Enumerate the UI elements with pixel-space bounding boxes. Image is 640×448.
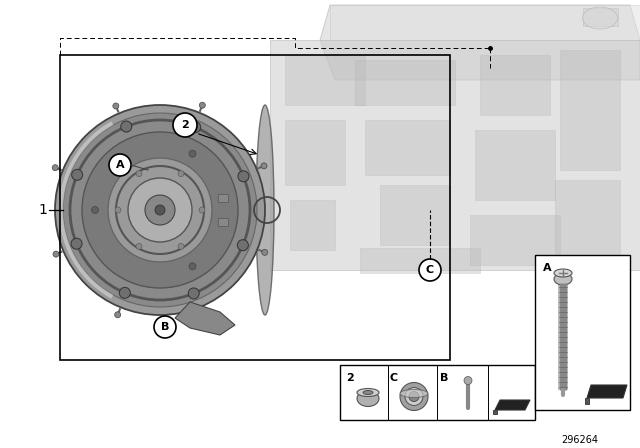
Polygon shape: [493, 410, 497, 414]
Ellipse shape: [256, 105, 274, 315]
Circle shape: [173, 113, 197, 137]
Circle shape: [136, 171, 142, 177]
Circle shape: [201, 311, 207, 317]
Circle shape: [108, 158, 212, 262]
Polygon shape: [495, 400, 530, 410]
Circle shape: [115, 207, 121, 213]
Circle shape: [464, 376, 472, 384]
Bar: [290, 200, 335, 250]
Text: A: A: [116, 160, 124, 170]
Bar: [380, 185, 450, 245]
Polygon shape: [175, 302, 235, 335]
Circle shape: [115, 312, 121, 318]
Circle shape: [199, 207, 205, 213]
Circle shape: [128, 178, 192, 242]
Circle shape: [109, 154, 131, 176]
Bar: [285, 120, 345, 185]
Circle shape: [400, 383, 428, 410]
Circle shape: [178, 243, 184, 250]
Bar: [218, 194, 228, 202]
Ellipse shape: [363, 391, 373, 395]
Circle shape: [178, 171, 184, 177]
Ellipse shape: [357, 391, 379, 406]
Circle shape: [72, 169, 83, 181]
Circle shape: [261, 163, 267, 169]
Circle shape: [55, 105, 265, 315]
Bar: [555, 180, 620, 260]
Circle shape: [188, 288, 199, 299]
Text: 2: 2: [346, 373, 354, 383]
Circle shape: [53, 251, 59, 257]
Circle shape: [82, 132, 238, 288]
Circle shape: [63, 113, 257, 307]
Circle shape: [155, 205, 165, 215]
Circle shape: [121, 121, 132, 132]
Bar: [560, 50, 620, 170]
Polygon shape: [270, 40, 640, 270]
Circle shape: [189, 122, 201, 133]
Text: 296264: 296264: [561, 435, 598, 445]
Text: 1: 1: [38, 203, 47, 217]
Ellipse shape: [400, 389, 428, 397]
Bar: [475, 130, 555, 200]
Bar: [360, 248, 480, 273]
Polygon shape: [330, 5, 640, 40]
Bar: [470, 215, 560, 265]
Polygon shape: [587, 385, 627, 398]
Bar: [340, 365, 535, 420]
Bar: [365, 120, 450, 175]
Circle shape: [405, 388, 423, 405]
Circle shape: [189, 150, 196, 157]
Ellipse shape: [582, 7, 618, 29]
Circle shape: [145, 195, 175, 225]
Bar: [60, 55, 450, 360]
Circle shape: [52, 165, 58, 171]
Ellipse shape: [554, 269, 572, 277]
Circle shape: [189, 263, 196, 270]
Bar: [355, 60, 455, 105]
Circle shape: [419, 259, 441, 281]
Bar: [480, 55, 550, 115]
Text: C: C: [390, 373, 398, 383]
Circle shape: [409, 392, 419, 401]
Circle shape: [136, 243, 142, 250]
Text: C: C: [426, 265, 434, 275]
Text: B: B: [161, 322, 169, 332]
Circle shape: [119, 287, 131, 298]
Ellipse shape: [554, 273, 572, 285]
Circle shape: [238, 171, 249, 182]
Text: A: A: [543, 263, 552, 273]
Polygon shape: [320, 5, 640, 80]
Bar: [218, 218, 228, 226]
Polygon shape: [585, 398, 589, 404]
Circle shape: [154, 316, 176, 338]
Circle shape: [113, 103, 119, 109]
Text: B: B: [440, 373, 449, 383]
Text: 2: 2: [181, 120, 189, 130]
Bar: [535, 255, 630, 410]
Circle shape: [237, 240, 248, 251]
Circle shape: [92, 207, 99, 214]
Circle shape: [262, 250, 268, 255]
Bar: [583, 8, 618, 26]
Circle shape: [199, 102, 205, 108]
Circle shape: [71, 238, 82, 249]
Ellipse shape: [357, 388, 379, 396]
Bar: [285, 55, 365, 105]
